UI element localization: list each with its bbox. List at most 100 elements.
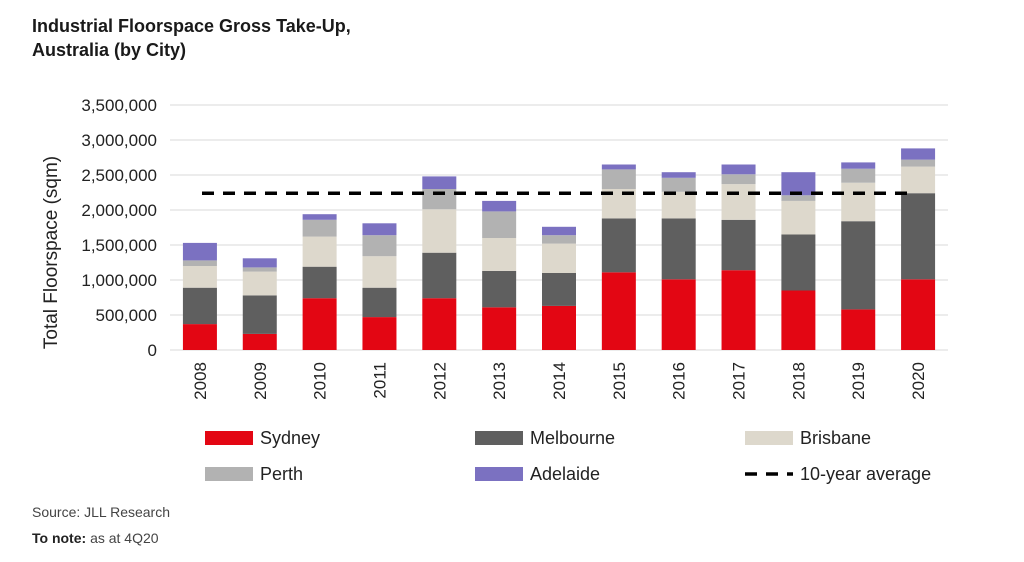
- legend-swatch-perth: [205, 467, 253, 481]
- y-tick-label: 3,000,000: [81, 131, 157, 150]
- y-axis-title: Total Floorspace (sqm): [41, 156, 62, 349]
- bar-segment-melbourne: [422, 252, 457, 299]
- y-tick-label: 1,500,000: [81, 236, 157, 255]
- bar-segment-sydney: [721, 270, 756, 350]
- bar-segment-adelaide: [482, 200, 517, 212]
- bar-segment-melbourne: [302, 266, 337, 299]
- legend-swatch-brisbane: [745, 431, 793, 445]
- bar-segment-brisbane: [901, 166, 936, 194]
- legend-label-melbourne: Melbourne: [530, 428, 615, 448]
- bar-segment-perth: [542, 235, 576, 244]
- bar-segment-brisbane: [721, 184, 756, 220]
- bar-segment-melbourne: [542, 273, 576, 306]
- bar-segment-sydney: [242, 333, 277, 350]
- x-tick-label: 2012: [430, 362, 449, 400]
- bar-segment-sydney: [362, 317, 397, 350]
- x-tick-label: 2013: [490, 362, 509, 400]
- bar-segment-sydney: [482, 307, 517, 350]
- to-note: To note: as at 4Q20: [32, 530, 159, 546]
- bar-segment-sydney: [302, 298, 337, 350]
- bar-segment-perth: [601, 169, 636, 189]
- bar-segment-adelaide: [721, 164, 756, 175]
- bar-segment-brisbane: [542, 243, 576, 273]
- y-tick-label: 0: [148, 341, 157, 360]
- bar-segment-melbourne: [901, 193, 936, 280]
- x-tick-label: 2019: [849, 362, 868, 400]
- x-tick-label: 2016: [670, 362, 689, 400]
- legend-label-brisbane: Brisbane: [800, 428, 871, 448]
- bar-segment-brisbane: [422, 209, 457, 253]
- bar-segment-melbourne: [182, 287, 217, 325]
- x-tick-label: 2015: [610, 362, 629, 400]
- y-tick-label: 1,000,000: [81, 271, 157, 290]
- x-tick-label: 2011: [370, 362, 389, 399]
- chart-title-line2: Australia (by City): [32, 40, 187, 60]
- legend-label-sydney: Sydney: [260, 428, 320, 448]
- bar-segment-perth: [781, 195, 816, 201]
- bar-segment-perth: [661, 177, 696, 192]
- bar-segment-perth: [182, 260, 217, 266]
- bar-segment-brisbane: [482, 238, 517, 271]
- y-tick-label: 2,500,000: [81, 166, 157, 185]
- legend-label-adelaide: Adelaide: [530, 464, 600, 484]
- bar-segment-sydney: [661, 279, 696, 350]
- bar-segment-perth: [302, 219, 337, 237]
- bar-segment-melbourne: [661, 218, 696, 280]
- y-tick-label: 500,000: [96, 306, 157, 325]
- y-tick-label: 3,500,000: [81, 96, 157, 115]
- bar-segment-perth: [901, 159, 936, 167]
- bar-segment-perth: [841, 168, 876, 183]
- chart-title-line1: Industrial Floorspace Gross Take-Up,: [32, 16, 351, 36]
- to-note-text: as at 4Q20: [90, 530, 159, 546]
- legend-swatch-melbourne: [475, 431, 523, 445]
- x-tick-label: 2009: [251, 362, 270, 400]
- bar-segment-melbourne: [362, 287, 397, 318]
- bar-segment-brisbane: [302, 236, 337, 267]
- bar-segment-perth: [422, 189, 457, 210]
- bar-segment-sydney: [841, 309, 876, 350]
- legend-label-10-year-average: 10-year average: [800, 464, 931, 484]
- bar-segment-adelaide: [901, 148, 936, 160]
- bar-segment-sydney: [182, 324, 217, 350]
- bar-segment-brisbane: [781, 200, 816, 235]
- bar-segment-melbourne: [482, 270, 517, 308]
- x-tick-label: 2020: [909, 362, 928, 400]
- x-tick-label: 2018: [789, 362, 808, 400]
- x-tick-label: 2010: [311, 362, 330, 400]
- bar-segment-brisbane: [182, 266, 217, 288]
- stacked-bar-chart: 0 500,000 1,000,000 1,500,000 2,000,000 2,500…: [41, 96, 948, 484]
- x-tick-label: 2014: [550, 362, 569, 400]
- bar-segment-melbourne: [841, 221, 876, 310]
- bar-segment-adelaide: [302, 214, 337, 220]
- x-tick-label: 2008: [191, 362, 210, 400]
- chart-title: Industrial Floorspace Gross Take-Up, Aus…: [32, 14, 432, 62]
- bar-segment-brisbane: [362, 256, 397, 288]
- bar-segment-sydney: [422, 298, 457, 350]
- bar-segment-sydney: [601, 272, 636, 350]
- bar-segment-melbourne: [601, 218, 636, 273]
- bar-segment-adelaide: [422, 176, 457, 189]
- y-tick-label: 2,000,000: [81, 201, 157, 220]
- bar-segment-adelaide: [362, 223, 397, 236]
- bar-segment-adelaide: [601, 164, 636, 170]
- bar-segment-adelaide: [781, 172, 816, 196]
- bar-segment-melbourne: [721, 219, 756, 271]
- bar-segment-adelaide: [841, 162, 876, 169]
- bar-segment-adelaide: [661, 172, 696, 178]
- legend-label-perth: Perth: [260, 464, 303, 484]
- legend-swatch-sydney: [205, 431, 253, 445]
- to-note-label: To note:: [32, 530, 87, 546]
- source-note: Source: JLL Research: [32, 504, 170, 520]
- bar-segment-brisbane: [841, 182, 876, 222]
- bar-segment-perth: [482, 211, 517, 238]
- bar-segment-adelaide: [542, 226, 576, 236]
- legend-swatch-adelaide: [475, 467, 523, 481]
- bar-segment-perth: [242, 267, 277, 272]
- bar-segment-sydney: [781, 290, 816, 350]
- bar-segment-adelaide: [182, 242, 217, 261]
- x-tick-label: 2017: [730, 362, 749, 400]
- bar-segment-perth: [362, 235, 397, 257]
- bar-segment-brisbane: [242, 271, 277, 296]
- bar-segment-sydney: [542, 305, 576, 350]
- bar-segment-melbourne: [242, 295, 277, 334]
